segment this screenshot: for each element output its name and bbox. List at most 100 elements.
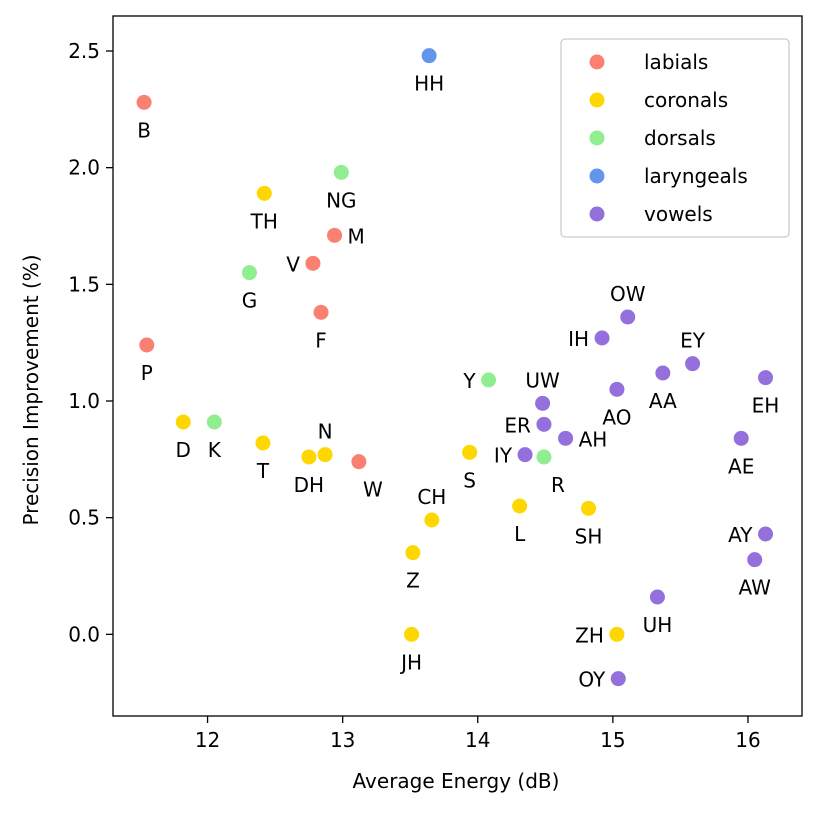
legend-label-vowels: vowels: [644, 202, 713, 226]
point-th: [256, 185, 272, 201]
x-tick-label: 16: [735, 728, 760, 752]
point-label-ow: OW: [610, 282, 646, 306]
point-label-oy: OY: [578, 668, 606, 692]
plot-area: B P M V F W TH D T DH N S CH Z JH L SH ZH NG G K Y R HH OW IH EY AA…: [136, 48, 780, 692]
point-label-l: L: [514, 522, 526, 546]
point-label-v: V: [286, 252, 300, 276]
point-ch: [424, 512, 440, 528]
legend-marker-laryngeals: [589, 168, 605, 184]
point-hh: [421, 48, 437, 64]
point-t: [255, 435, 271, 451]
point-uw: [535, 395, 551, 411]
point-eh: [758, 370, 774, 386]
point-label-g: G: [242, 289, 258, 313]
point-jh: [404, 626, 420, 642]
point-er: [536, 416, 552, 432]
x-tick-label: 13: [330, 728, 355, 752]
point-label-r: R: [551, 473, 565, 497]
point-aw: [747, 552, 763, 568]
x-tick-label: 12: [195, 728, 220, 752]
point-s: [462, 444, 478, 460]
point-ay: [758, 526, 774, 542]
legend-label-coronals: coronals: [644, 88, 728, 112]
legend-marker-vowels: [589, 206, 605, 222]
point-w: [351, 454, 367, 470]
point-g: [241, 265, 257, 281]
legend: labials coronals dorsals laryngeals vowels: [560, 38, 790, 238]
point-label-uw: UW: [525, 368, 560, 392]
x-tick-label: 15: [600, 728, 625, 752]
y-tick-label: 2.5: [68, 39, 100, 63]
x-axis-title: Average Energy (dB): [353, 769, 560, 793]
point-sh: [581, 500, 597, 516]
legend-marker-dorsals: [589, 130, 605, 146]
point-label-th: TH: [250, 209, 278, 233]
y-tick-label: 1.0: [68, 389, 100, 413]
point-zh: [609, 626, 625, 642]
point-label-ao: AO: [602, 405, 631, 429]
point-z: [405, 545, 421, 561]
point-label-d: D: [176, 438, 191, 462]
point-m: [327, 227, 343, 243]
y-tick-label: 2.0: [68, 156, 100, 180]
y-tick-label: 0.5: [68, 506, 100, 530]
legend-box: [560, 38, 790, 238]
point-label-ae: AE: [728, 454, 754, 478]
point-label-ay: AY: [728, 523, 753, 547]
point-label-w: W: [363, 478, 383, 502]
point-f: [313, 304, 329, 320]
legend-marker-coronals: [589, 92, 605, 108]
point-p: [139, 337, 155, 353]
point-k: [206, 414, 222, 430]
legend-label-dorsals: dorsals: [644, 126, 716, 150]
point-ih: [594, 330, 610, 346]
y-axis-title: Precision Improvement (%): [19, 254, 43, 525]
point-ng: [333, 164, 349, 180]
point-l: [512, 498, 528, 514]
point-b: [136, 94, 152, 110]
point-aa: [655, 365, 671, 381]
point-label-er: ER: [504, 413, 531, 437]
point-uh: [649, 589, 665, 605]
point-label-ey: EY: [680, 329, 706, 353]
point-label-ih: IH: [568, 327, 589, 351]
point-label-k: K: [208, 438, 222, 462]
point-label-n: N: [318, 420, 333, 444]
point-iy: [517, 447, 533, 463]
point-dh: [301, 449, 317, 465]
point-label-m: M: [348, 224, 365, 248]
point-label-aa: AA: [649, 389, 677, 413]
point-label-y: Y: [462, 369, 476, 393]
point-label-b: B: [137, 118, 151, 142]
axes: 12 13 14 15 16 0.0 0.5 1.0 1.5 2.0 2.5: [68, 15, 803, 752]
point-ao: [609, 381, 625, 397]
plot-frame: [112, 15, 803, 717]
point-label-hh: HH: [414, 72, 444, 96]
point-label-aw: AW: [739, 576, 772, 600]
point-label-ng: NG: [326, 188, 356, 212]
legend-label-laryngeals: laryngeals: [644, 164, 748, 188]
y-tick-label: 0.0: [68, 622, 100, 646]
point-ah: [558, 430, 574, 446]
legend-marker-labials: [589, 54, 605, 70]
point-label-z: Z: [406, 569, 420, 593]
point-label-sh: SH: [575, 524, 603, 548]
legend-label-labials: labials: [644, 50, 708, 74]
point-label-dh: DH: [294, 473, 324, 497]
point-label-s: S: [463, 468, 476, 492]
point-label-ah: AH: [579, 427, 608, 451]
point-y: [481, 372, 497, 388]
point-label-iy: IY: [494, 444, 513, 468]
point-label-uh: UH: [643, 613, 673, 637]
point-ae: [733, 430, 749, 446]
point-label-f: F: [315, 328, 327, 352]
point-oy: [610, 671, 626, 687]
point-label-eh: EH: [752, 394, 780, 418]
y-tick-label: 1.5: [68, 272, 100, 296]
point-label-jh: JH: [399, 650, 422, 674]
point-n: [317, 447, 333, 463]
point-label-p: P: [141, 361, 153, 385]
point-label-ch: CH: [417, 485, 446, 509]
point-ow: [620, 309, 636, 325]
